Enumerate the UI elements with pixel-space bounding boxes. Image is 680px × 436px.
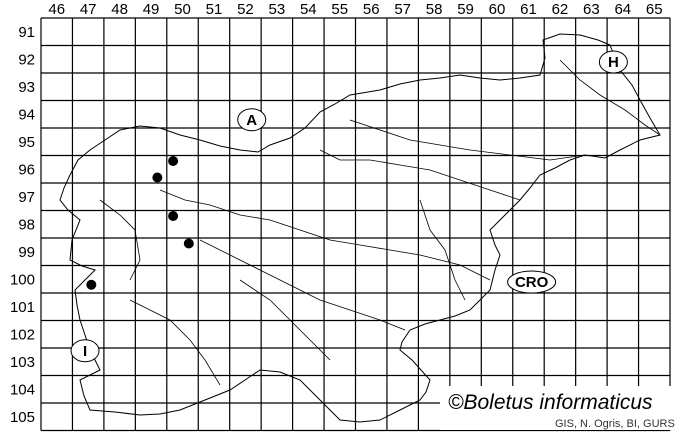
column-label: 46 [48,1,65,18]
record-point [168,211,179,221]
row-label: 93 [18,79,35,96]
column-label: 53 [269,1,286,18]
country-label-ellipse [507,270,557,294]
country-label-h: H [608,54,619,71]
row-label: 95 [18,134,35,151]
record-point [183,238,194,249]
row-label: 105 [10,409,35,426]
column-label: 61 [520,1,537,18]
column-label: 47 [80,1,97,18]
credit-backdrop [440,386,672,430]
column-label: 56 [363,1,380,18]
row-label: 104 [10,381,35,398]
source-text: GIS, N. Ogris, BI, GURS [555,418,675,430]
column-label: 55 [331,1,348,18]
column-label: 51 [206,1,223,18]
row-label: 96 [18,161,35,178]
record-point [152,172,163,183]
column-label: 48 [111,1,128,18]
row-label: 97 [18,189,35,206]
column-label: 59 [457,1,474,18]
row-label: 94 [18,106,35,123]
column-label: 64 [614,1,631,18]
column-label: 62 [552,1,569,18]
column-label: 58 [426,1,443,18]
country-label-i: I [83,343,87,360]
column-label: 54 [300,1,317,18]
row-label: 98 [18,216,35,233]
column-label: 57 [394,1,411,18]
rivers [99,59,661,386]
row-label: 100 [10,271,35,288]
column-label: 50 [174,1,191,18]
column-label: 63 [583,1,600,18]
column-label: 52 [237,1,254,18]
row-label: 99 [18,244,35,261]
row-label: 103 [10,354,35,371]
country-border [59,33,661,423]
grid-lines [40,17,671,432]
country-label-cro: CRO [515,274,549,291]
column-label: 60 [489,1,506,18]
column-label: 49 [143,1,160,18]
country-label-ellipse [70,339,100,363]
credit-text: ©Boletus informaticus [448,391,653,414]
row-label: 101 [10,299,35,316]
row-label: 92 [18,51,35,68]
column-label: 65 [646,1,663,18]
country-label-a: A [246,112,257,129]
row-label: 102 [10,326,35,343]
row-label: 91 [18,24,35,41]
record-point [168,156,179,166]
record-point [86,279,97,290]
country-label-ellipse [237,108,267,132]
country-label-ellipse [598,50,628,74]
